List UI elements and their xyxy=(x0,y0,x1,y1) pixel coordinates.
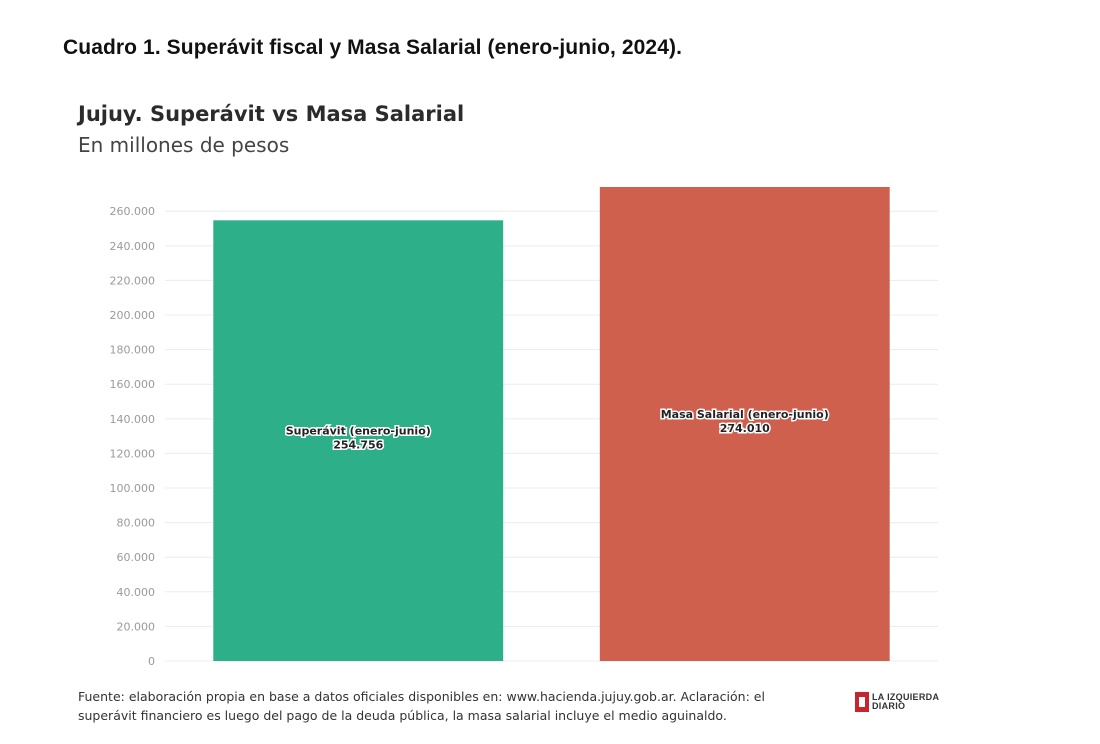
y-tick-label: 140.000 xyxy=(110,413,156,426)
bar xyxy=(213,220,504,661)
bar xyxy=(599,187,890,661)
bar-value-label: 254.756 xyxy=(333,439,383,452)
logo-line-1: LA IZQUIERDA xyxy=(872,692,940,702)
logo-line-2: DIARIO xyxy=(872,701,906,711)
bar-value-label: 274.010 xyxy=(720,422,770,435)
footnote-line-2: superávit financiero es luego del pago d… xyxy=(78,708,727,723)
publisher-logo: LA IZQUIERDA DIARIO xyxy=(855,690,939,714)
chart-subtitle: En millones de pesos xyxy=(78,133,290,157)
y-tick-label: 0 xyxy=(148,655,155,668)
document-caption: Cuadro 1. Superávit fiscal y Masa Salari… xyxy=(63,36,683,59)
y-tick-label: 80.000 xyxy=(117,517,156,530)
la-izquierda-diario-logo-icon xyxy=(855,692,869,712)
y-tick-label: 160.000 xyxy=(110,378,156,391)
bar-category-label: Masa Salarial (enero-junio) xyxy=(661,408,829,421)
footnote-line-1: Fuente: elaboración propia en base a dat… xyxy=(78,689,765,704)
y-tick-label: 20.000 xyxy=(117,620,156,633)
y-tick-label: 260.000 xyxy=(110,205,156,218)
y-tick-label: 180.000 xyxy=(110,344,156,357)
y-tick-label: 220.000 xyxy=(110,274,156,287)
y-tick-label: 240.000 xyxy=(110,240,156,253)
y-tick-label: 40.000 xyxy=(117,586,156,599)
y-tick-label: 60.000 xyxy=(117,551,156,564)
chart-footnote: Fuente: elaboración propia en base a dat… xyxy=(78,687,838,725)
y-tick-label: 120.000 xyxy=(110,447,156,460)
bar-category-label: Superávit (enero-junio) xyxy=(286,425,431,438)
chart-title: Jujuy. Superávit vs Masa Salarial xyxy=(78,102,465,126)
y-tick-label: 100.000 xyxy=(110,482,156,495)
y-tick-label: 200.000 xyxy=(110,309,156,322)
